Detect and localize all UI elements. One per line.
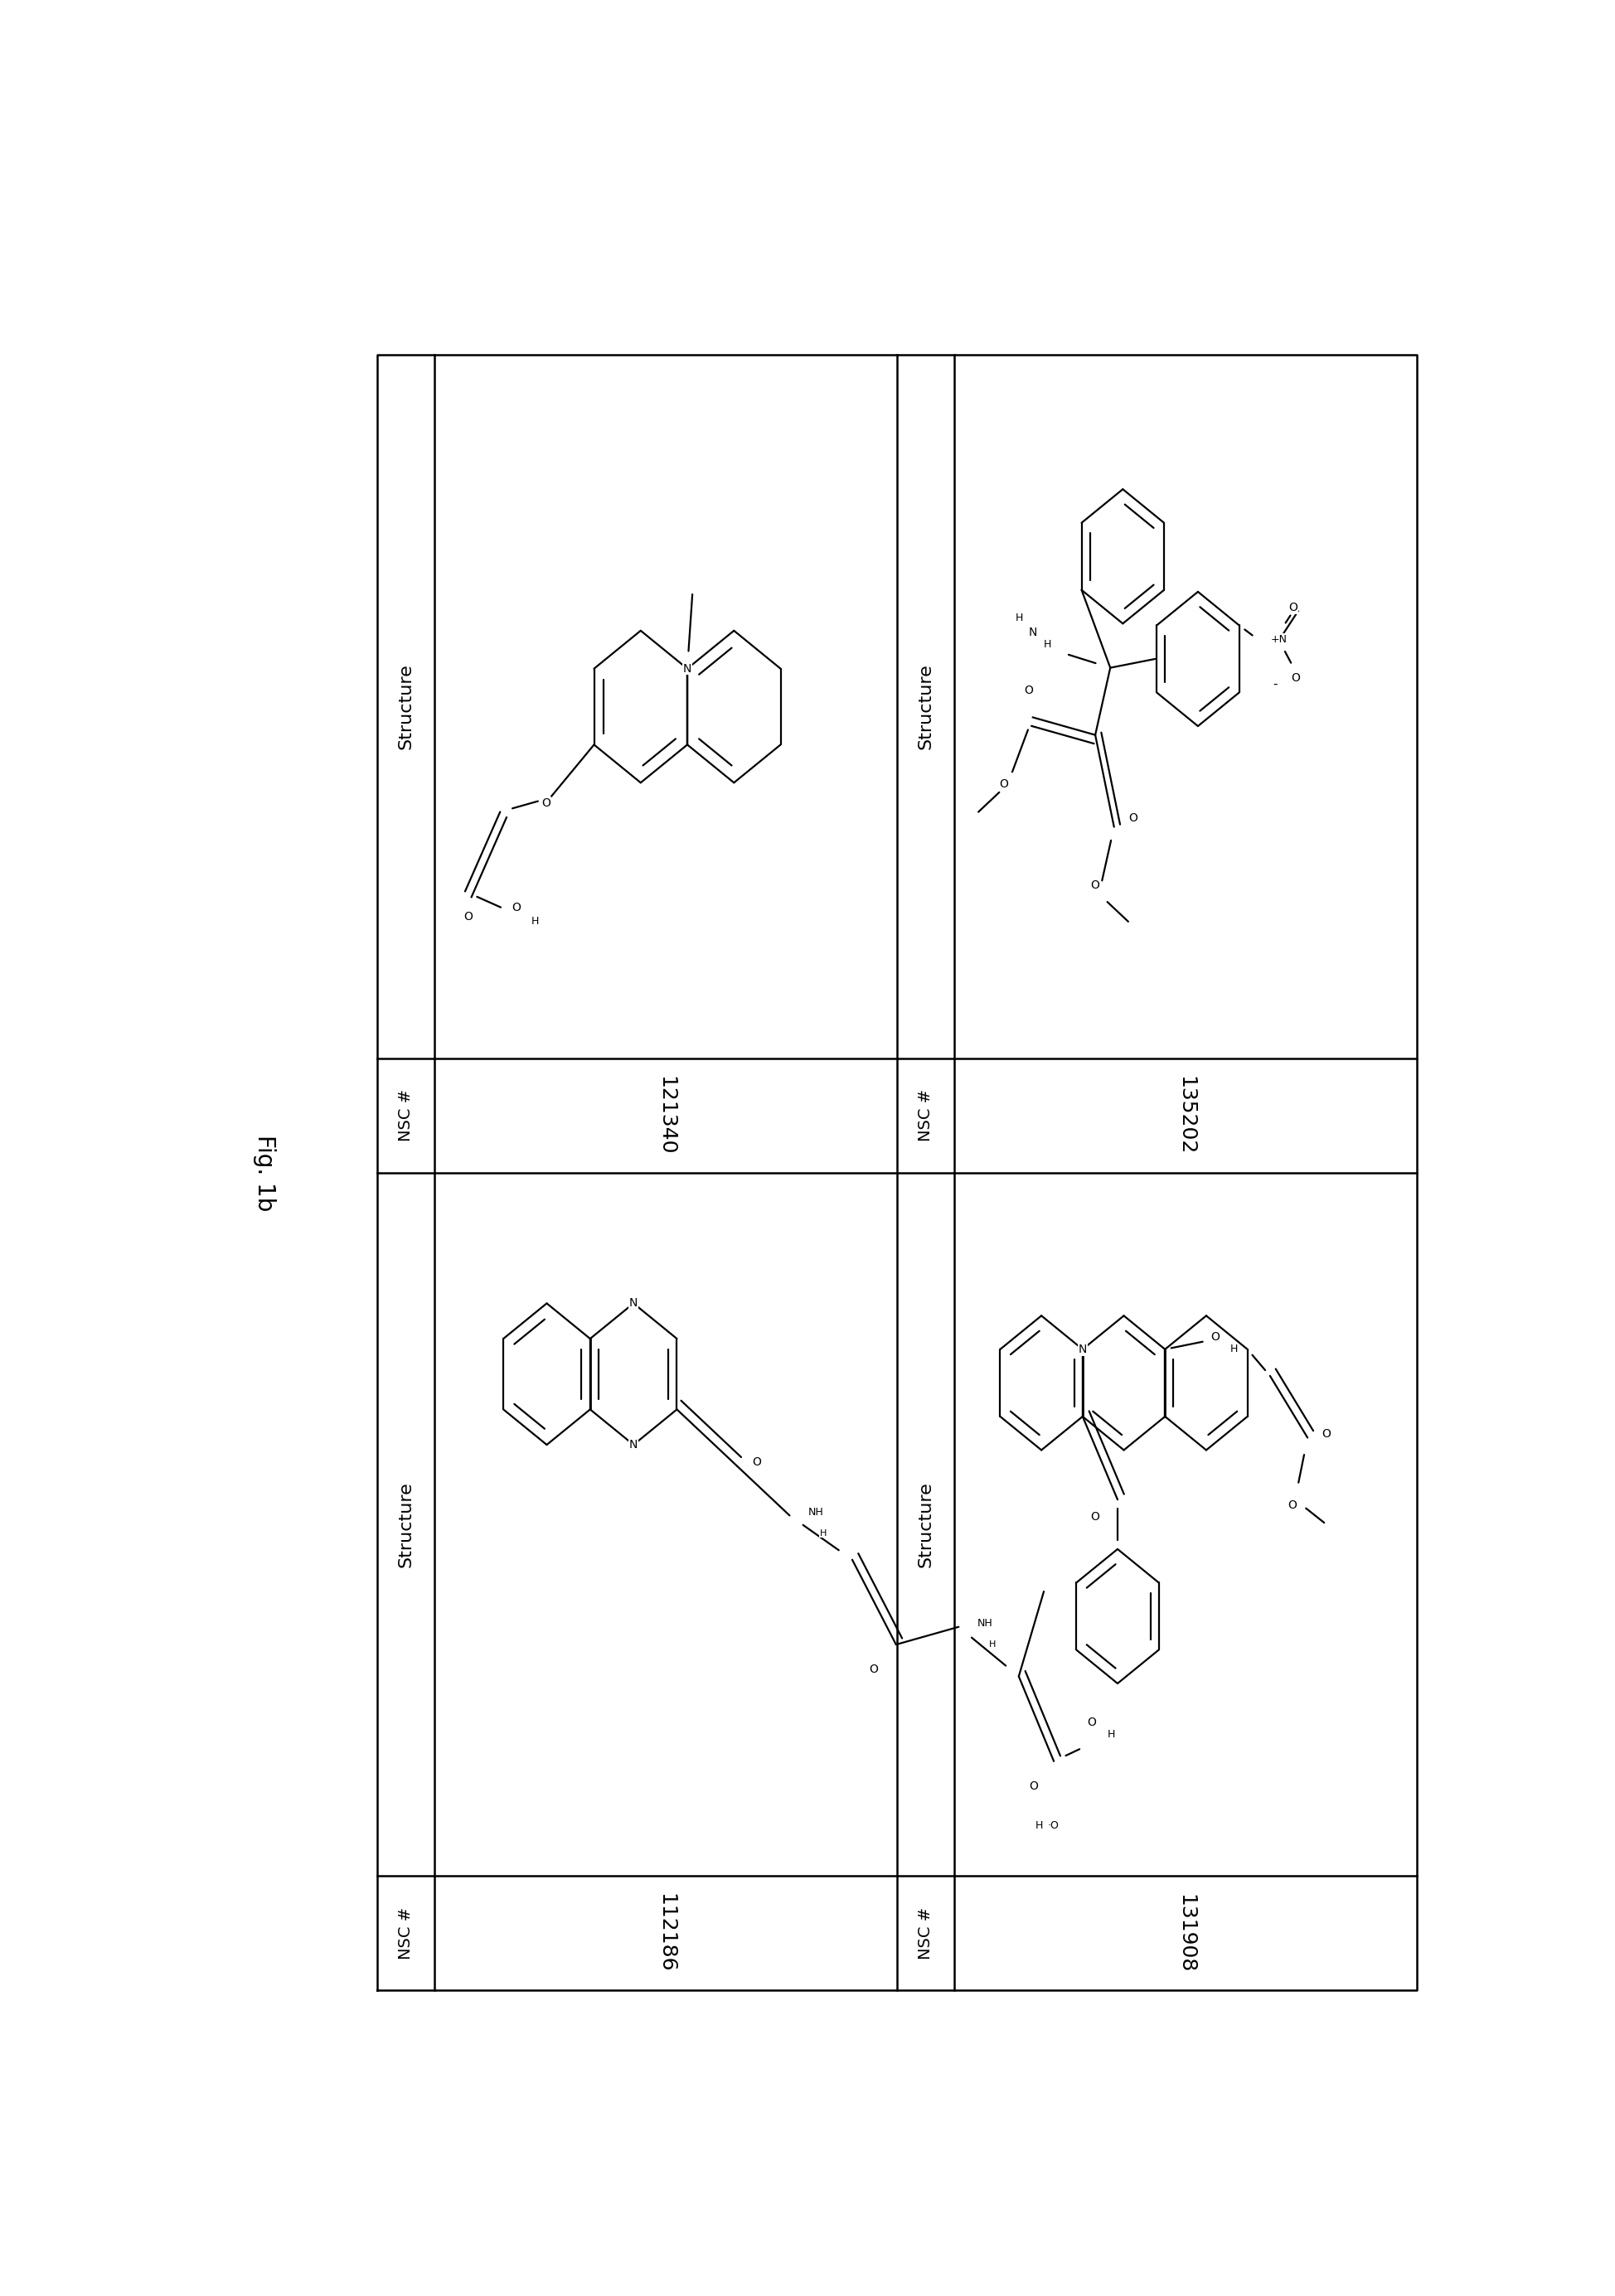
Text: -: - (1273, 677, 1277, 689)
Text: O: O (1127, 813, 1137, 824)
Text: O: O (1029, 1779, 1038, 1791)
Text: H: H (988, 1639, 995, 1649)
Text: N: N (1027, 627, 1037, 638)
Text: O: O (1287, 1499, 1297, 1511)
Text: H: H (1106, 1729, 1114, 1740)
Text: NH: NH (808, 1506, 824, 1518)
Text: O: O (753, 1456, 761, 1467)
Text: O: O (1024, 684, 1034, 696)
Text: H: H (1035, 1821, 1042, 1830)
Text: 135202: 135202 (1174, 1077, 1195, 1155)
Text: NH: NH (977, 1619, 993, 1628)
Text: Fig. 1b: Fig. 1b (254, 1134, 276, 1210)
Text: H: H (1043, 638, 1051, 650)
Text: NSC #: NSC # (917, 1908, 933, 1958)
Text: N: N (628, 1440, 638, 1451)
Text: O: O (1087, 1717, 1095, 1729)
Text: O: O (1287, 602, 1297, 613)
Text: O: O (1290, 673, 1300, 684)
Text: O: O (1090, 1511, 1098, 1522)
Text: O: O (541, 797, 551, 808)
Text: O: O (1090, 879, 1100, 891)
Text: ·O: ·O (1047, 1821, 1058, 1830)
Text: 121340: 121340 (656, 1077, 675, 1155)
Text: +N: +N (1269, 634, 1287, 645)
Text: 112186: 112186 (656, 1894, 675, 1972)
Text: O: O (1210, 1332, 1219, 1343)
Text: Structure: Structure (917, 1481, 933, 1568)
Text: O: O (998, 778, 1008, 790)
Text: Structure: Structure (397, 664, 413, 751)
Text: O: O (464, 912, 472, 923)
Text: H: H (819, 1529, 827, 1538)
Text: O: O (1321, 1428, 1331, 1440)
Text: N: N (683, 664, 691, 675)
Text: N: N (1077, 1343, 1087, 1355)
Text: H: H (1229, 1343, 1237, 1355)
Text: NSC #: NSC # (397, 1088, 413, 1141)
Text: H: H (531, 916, 539, 928)
Text: 131908: 131908 (1174, 1894, 1195, 1972)
Text: Structure: Structure (917, 664, 933, 751)
Text: Structure: Structure (397, 1481, 413, 1568)
Text: O: O (869, 1665, 877, 1676)
Text: NSC #: NSC # (917, 1088, 933, 1141)
Text: NSC #: NSC # (397, 1908, 413, 1958)
Text: N: N (628, 1297, 638, 1309)
Text: O: O (512, 902, 520, 914)
Text: H: H (1014, 613, 1022, 625)
